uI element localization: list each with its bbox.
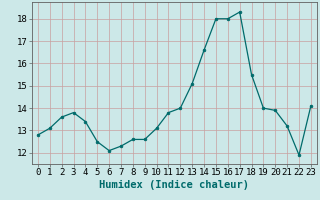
X-axis label: Humidex (Indice chaleur): Humidex (Indice chaleur)	[100, 180, 249, 190]
